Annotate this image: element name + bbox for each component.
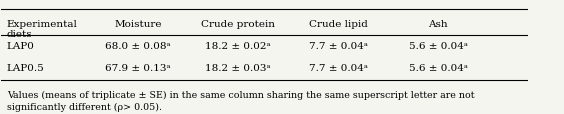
Text: 67.9 ± 0.13ᵃ: 67.9 ± 0.13ᵃ bbox=[105, 63, 171, 72]
Text: 7.7 ± 0.04ᵃ: 7.7 ± 0.04ᵃ bbox=[309, 63, 368, 72]
Text: 18.2 ± 0.02ᵃ: 18.2 ± 0.02ᵃ bbox=[205, 42, 271, 51]
Text: LAP0: LAP0 bbox=[7, 42, 34, 51]
Text: 5.6 ± 0.04ᵃ: 5.6 ± 0.04ᵃ bbox=[409, 42, 468, 51]
Text: Moisture: Moisture bbox=[114, 20, 162, 29]
Text: Values (means of triplicate ± SE) in the same column sharing the same superscrip: Values (means of triplicate ± SE) in the… bbox=[7, 90, 474, 111]
Text: Experimental
diets: Experimental diets bbox=[7, 20, 77, 39]
Text: 18.2 ± 0.03ᵃ: 18.2 ± 0.03ᵃ bbox=[205, 63, 271, 72]
Text: LAP0.5: LAP0.5 bbox=[7, 63, 45, 72]
Text: Crude protein: Crude protein bbox=[201, 20, 275, 29]
Text: 5.6 ± 0.04ᵃ: 5.6 ± 0.04ᵃ bbox=[409, 63, 468, 72]
Text: Ash: Ash bbox=[429, 20, 448, 29]
Text: 68.0 ± 0.08ᵃ: 68.0 ± 0.08ᵃ bbox=[105, 42, 171, 51]
Text: 7.7 ± 0.04ᵃ: 7.7 ± 0.04ᵃ bbox=[309, 42, 368, 51]
Text: Crude lipid: Crude lipid bbox=[309, 20, 368, 29]
